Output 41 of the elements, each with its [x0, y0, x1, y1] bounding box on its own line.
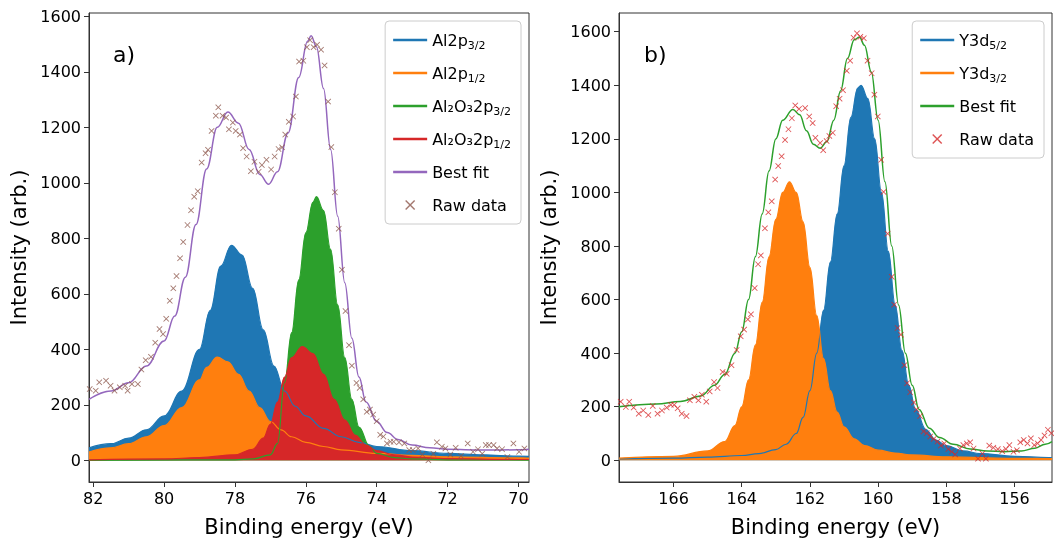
- x-tick-label: 76: [295, 488, 316, 508]
- x-tick-label: 78: [224, 488, 246, 508]
- y-tick-label: 1000: [570, 182, 611, 202]
- y-tick-label: 400: [580, 343, 611, 363]
- y-tick-label: 200: [50, 395, 81, 415]
- x-axis-title: Binding energy (eV): [730, 514, 941, 539]
- y-tick-label: 1400: [40, 62, 81, 82]
- x-tick-label: 156: [999, 488, 1030, 508]
- x-tick-label: 70: [508, 488, 529, 508]
- y-tick-label: 1600: [40, 6, 81, 26]
- annotation: b): [644, 41, 667, 67]
- y-tick-label: 1400: [570, 75, 611, 95]
- y-tick-label: 1200: [570, 129, 611, 149]
- x-tick-label: 164: [726, 488, 758, 508]
- x-tick-label: 162: [794, 488, 826, 508]
- y-tick-label: 800: [50, 228, 81, 248]
- y-tick-label: 200: [580, 397, 611, 417]
- legend-label: Best fit: [959, 96, 1017, 116]
- y-axis-title: Intensity (arb.): [536, 169, 561, 326]
- y-tick-label: 600: [580, 290, 611, 310]
- x-tick-label: 158: [931, 488, 962, 508]
- x-axis-title: Binding energy (eV): [204, 514, 414, 539]
- y-tick-label: 600: [50, 284, 81, 304]
- y-tick-label: 1200: [40, 117, 81, 137]
- x-tick-label: 166: [658, 488, 689, 508]
- y-tick-label: 400: [50, 339, 81, 359]
- legend-label: Raw data: [432, 195, 507, 215]
- legend-label: Raw data: [959, 129, 1034, 149]
- y-tick-label: 1600: [570, 22, 611, 42]
- x-tick-label: 160: [862, 488, 894, 508]
- y-tick-label: 0: [600, 450, 611, 470]
- x-tick-label: 80: [153, 488, 175, 508]
- y-tick-label: 800: [580, 236, 611, 256]
- y-tick-label: 0: [70, 450, 81, 470]
- y-tick-label: 1000: [40, 173, 81, 193]
- x-tick-label: 72: [437, 488, 458, 508]
- legend-label: Best fit: [432, 162, 490, 182]
- y-axis-title: Intensity (arb.): [6, 169, 31, 326]
- annotation: a): [113, 41, 136, 67]
- x-tick-label: 82: [83, 488, 104, 508]
- x-tick-label: 74: [366, 488, 387, 508]
